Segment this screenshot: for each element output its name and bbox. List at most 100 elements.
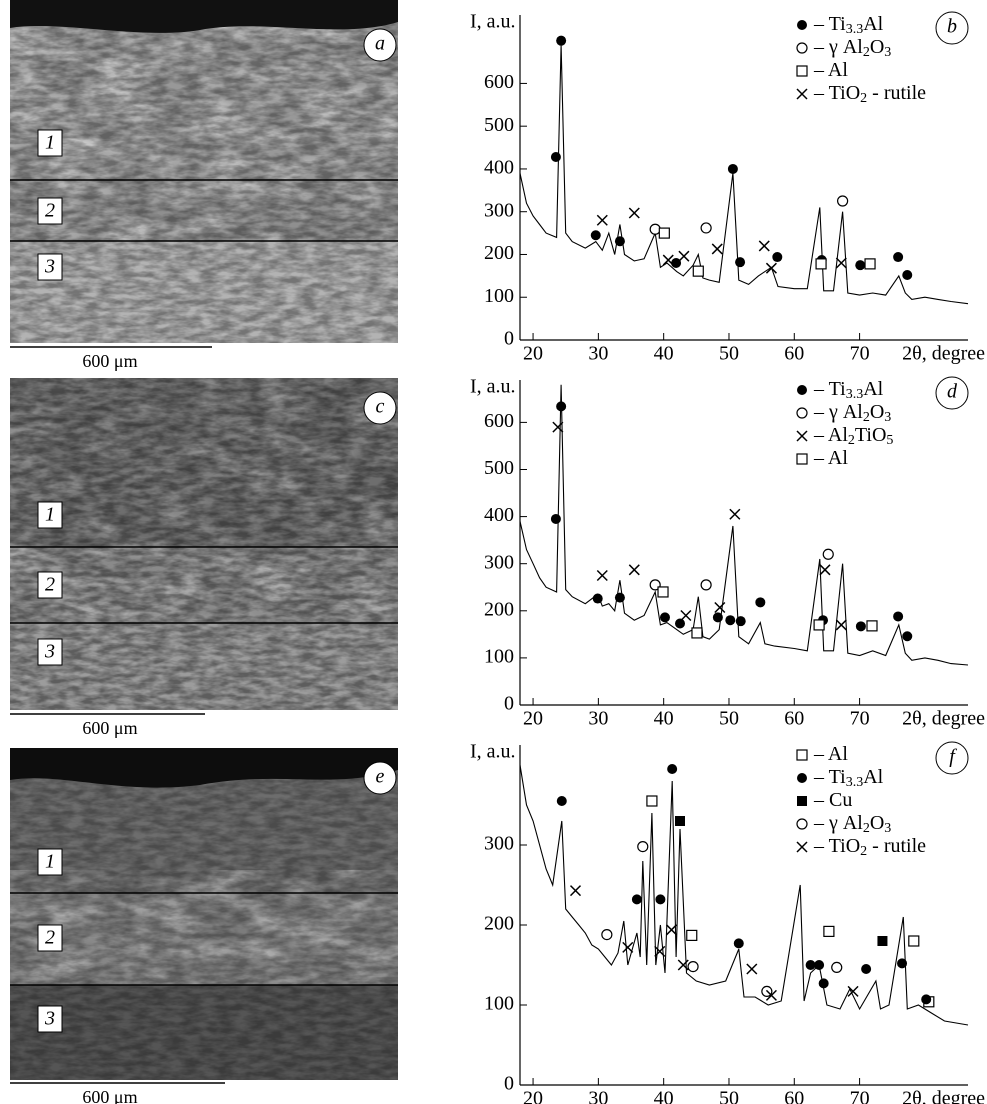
legend-symbol bbox=[797, 20, 807, 30]
legend-label: – Al bbox=[813, 59, 848, 81]
y-tick-label: 100 bbox=[484, 285, 514, 307]
x-tick-label: 30 bbox=[588, 708, 608, 730]
cross-stroke bbox=[758, 240, 770, 252]
peak-marker bbox=[847, 985, 859, 997]
legend-subscript: 2 bbox=[863, 821, 870, 836]
x-tick-label: 50 bbox=[719, 708, 739, 730]
peak-marker bbox=[735, 616, 746, 627]
panel-letter: c bbox=[376, 396, 385, 418]
peak-marker bbox=[866, 620, 878, 632]
y-tick-label: 0 bbox=[504, 693, 514, 715]
legend-subscript: 5 bbox=[886, 433, 893, 448]
legend-label: – γ Al2O3 bbox=[813, 812, 891, 837]
peak-marker bbox=[861, 964, 872, 974]
x-tick-label: 70 bbox=[850, 343, 870, 365]
peak-marker bbox=[592, 593, 603, 604]
cross-stroke bbox=[628, 207, 640, 219]
legend-text: - rutile bbox=[867, 82, 926, 104]
legend-text: O bbox=[870, 401, 884, 423]
peak-marker bbox=[658, 227, 670, 239]
legend-label: – Al bbox=[813, 743, 848, 765]
y-tick-label: 400 bbox=[484, 157, 514, 179]
legend-text: – TiO bbox=[813, 82, 860, 104]
peak-marker bbox=[631, 894, 642, 905]
legend-symbol bbox=[797, 773, 807, 783]
cross-stroke bbox=[796, 841, 808, 853]
x-tick-label: 70 bbox=[850, 1088, 870, 1104]
legend-symbol bbox=[796, 430, 808, 442]
peak-marker bbox=[700, 222, 712, 234]
y-tick-label: 200 bbox=[484, 242, 514, 264]
legend-subscript: 3.3 bbox=[846, 22, 864, 37]
peak-marker bbox=[765, 989, 777, 1001]
legend-text: – Al bbox=[813, 447, 848, 469]
cross-stroke bbox=[765, 989, 777, 1001]
peak-marker bbox=[831, 961, 843, 974]
layer-label-box bbox=[37, 129, 63, 157]
micrograph bbox=[10, 0, 398, 343]
legend-label: – TiO2 - rutile bbox=[813, 835, 926, 860]
layer-label: 1 bbox=[45, 132, 55, 154]
panel-letter-circle bbox=[935, 376, 969, 410]
xrd-chart: 0 100 200 300 400 500 600 20 30 40 50 60 70 2θ, degre… bbox=[470, 11, 985, 365]
peak-marker bbox=[813, 619, 825, 631]
peak-marker bbox=[550, 513, 561, 524]
legend-symbol bbox=[796, 65, 808, 77]
legend-label: – Cu bbox=[813, 789, 852, 811]
y-tick-label: 100 bbox=[484, 993, 514, 1015]
y-tick-label: 300 bbox=[484, 833, 514, 855]
peak-marker bbox=[814, 960, 825, 970]
layer-label-box bbox=[37, 253, 63, 281]
legend-subscript: 3 bbox=[884, 45, 891, 60]
legend-symbol bbox=[796, 749, 808, 761]
legend-text: – Cu bbox=[813, 789, 852, 811]
legend-symbol bbox=[796, 453, 808, 465]
legend-symbol bbox=[797, 385, 807, 395]
x-tick-label: 30 bbox=[588, 1088, 608, 1104]
peak-marker bbox=[596, 214, 608, 226]
peak-marker bbox=[819, 564, 831, 576]
legend-symbol bbox=[797, 796, 807, 806]
legend-text: – Al bbox=[813, 59, 848, 81]
layer-label: 2 bbox=[45, 200, 55, 222]
peak-marker bbox=[659, 612, 670, 623]
cross-stroke bbox=[628, 564, 640, 576]
cross-stroke bbox=[714, 601, 726, 614]
legend-text: – Al bbox=[813, 743, 848, 765]
y-tick-label: 300 bbox=[484, 199, 514, 221]
peak-marker bbox=[680, 609, 692, 622]
panel-letter: a bbox=[375, 33, 385, 55]
legend-text: Al bbox=[863, 378, 883, 400]
layer-label: 1 bbox=[45, 504, 55, 526]
peak-marker bbox=[601, 928, 613, 941]
cross-stroke bbox=[662, 254, 674, 266]
x-tick-label: 30 bbox=[588, 343, 608, 365]
peak-marker bbox=[556, 796, 567, 806]
cross-stroke bbox=[654, 945, 666, 957]
peak-marker bbox=[665, 924, 678, 936]
peak-marker bbox=[877, 936, 888, 946]
y-tick-label: 300 bbox=[484, 551, 514, 573]
legend-text: O bbox=[870, 812, 884, 834]
layer-label-box bbox=[37, 1005, 63, 1033]
peak-marker bbox=[835, 257, 847, 269]
x-tick-label: 20 bbox=[523, 1088, 543, 1104]
micrographs bbox=[10, 0, 398, 1080]
peak-marker bbox=[755, 597, 766, 608]
layer-label: 1 bbox=[45, 851, 55, 873]
legend-symbol bbox=[796, 818, 808, 830]
legend-subscript: 2 bbox=[848, 433, 855, 448]
legend-text: - rutile bbox=[867, 835, 926, 857]
peak-marker bbox=[552, 421, 564, 433]
peak-marker bbox=[628, 207, 640, 219]
cross-stroke bbox=[819, 564, 831, 576]
legend-text: Al bbox=[863, 766, 883, 788]
cross-stroke bbox=[796, 88, 808, 100]
peak-marker bbox=[646, 795, 658, 807]
peak-marker bbox=[893, 252, 904, 263]
x-tick-label: 70 bbox=[850, 708, 870, 730]
x-tick-label: 60 bbox=[784, 343, 804, 365]
panel-letter: b bbox=[947, 16, 957, 38]
legend-label: – TiO2 - rutile bbox=[813, 82, 926, 107]
panel-letter: d bbox=[947, 381, 958, 403]
